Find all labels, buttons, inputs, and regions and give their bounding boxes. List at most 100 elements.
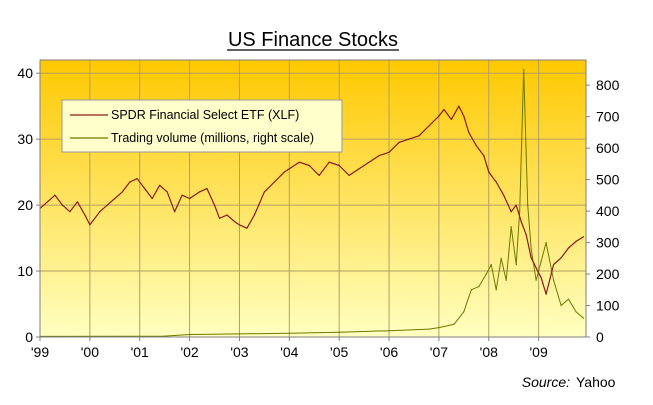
price-point <box>238 224 241 226</box>
price-point <box>458 105 460 107</box>
volume-point <box>463 311 465 313</box>
price-point <box>450 118 452 120</box>
price-point <box>530 257 532 259</box>
volume-point <box>388 330 390 332</box>
x-tick-label: '07 <box>430 344 448 360</box>
price-point <box>520 221 522 223</box>
price-series-layer <box>39 105 585 295</box>
price-point <box>69 211 71 213</box>
price-point <box>378 155 380 157</box>
volume-point <box>527 204 529 206</box>
volume-series-layer <box>39 68 585 337</box>
volume-point <box>338 331 340 333</box>
volume-point <box>545 242 547 244</box>
price-point <box>510 211 512 213</box>
volume-point <box>553 279 555 281</box>
price-point <box>328 161 330 163</box>
price-point <box>318 174 320 176</box>
source-value: Yahoo <box>576 374 616 390</box>
price-point <box>199 191 201 193</box>
volume-point <box>189 333 191 336</box>
price-point <box>540 277 542 279</box>
volume-point <box>428 328 430 330</box>
price-point <box>129 181 131 183</box>
volume-point <box>288 332 290 334</box>
x-tick-label: '03 <box>230 344 248 360</box>
x-tick-label: '01 <box>131 344 149 360</box>
x-tick-label: '99 <box>31 344 49 360</box>
price-point <box>253 214 255 216</box>
price-point <box>535 267 537 269</box>
price-point <box>46 201 49 203</box>
price-point <box>273 181 275 183</box>
price-point <box>468 131 470 134</box>
price-point <box>283 171 285 173</box>
price-point <box>84 214 86 216</box>
y-left-tick-label: 0 <box>25 329 33 345</box>
volume-point <box>164 335 166 337</box>
y-right-tick-label: 300 <box>596 235 620 251</box>
price-point <box>174 211 176 213</box>
price-point <box>263 191 265 193</box>
price-point <box>575 240 577 242</box>
price-point <box>114 197 116 200</box>
volume-point <box>582 317 585 319</box>
volume-point <box>470 289 472 291</box>
y-right-tick-label: 700 <box>596 109 620 125</box>
price-point <box>428 125 430 127</box>
y-left-tick-label: 20 <box>17 197 33 213</box>
volume-point <box>505 279 507 281</box>
volume-point <box>560 304 562 307</box>
price-point <box>525 234 527 236</box>
left-axis: 0 10 20 30 40 <box>17 65 40 345</box>
price-point <box>475 145 477 147</box>
price-point <box>144 188 146 190</box>
price-point <box>298 161 300 163</box>
volume-series-line <box>39 68 584 337</box>
y-left-tick-label: 40 <box>17 65 33 81</box>
y-right-tick-label: 100 <box>596 298 620 314</box>
y-right-tick-label: 500 <box>596 172 620 188</box>
price-point <box>159 184 161 186</box>
chart-title: US Finance Stocks <box>228 29 398 51</box>
price-point <box>288 168 290 170</box>
volume-point <box>519 210 521 212</box>
source-label: Source: <box>522 374 570 390</box>
x-axis: '99 '00 '01 '02 '03 '04 '05 '06 '07 '08 '09 <box>31 337 548 360</box>
price-point <box>567 247 570 249</box>
price-point <box>121 191 123 193</box>
x-tick-label: '02 <box>180 344 198 360</box>
price-point <box>388 151 390 153</box>
price-point <box>348 174 350 176</box>
price-point <box>218 217 221 219</box>
x-tick-label: '08 <box>480 344 498 360</box>
y-right-tick-label: 800 <box>596 77 620 93</box>
volume-point <box>495 289 497 291</box>
price-point <box>76 201 78 203</box>
x-tick-label: '00 <box>81 344 99 360</box>
price-point <box>226 214 228 216</box>
price-point <box>213 204 216 206</box>
volume-point <box>438 327 440 329</box>
y-right-tick-label: 400 <box>596 203 620 219</box>
price-point <box>368 161 370 163</box>
y-right-tick-label: 0 <box>596 329 604 345</box>
price-point <box>358 168 360 170</box>
legend: SPDR Financial Select ETF (XLF) Trading … <box>61 99 343 153</box>
price-point <box>398 141 400 143</box>
legend-label-volume: Trading volume (millions, right scale) <box>111 131 314 145</box>
volume-point <box>490 264 492 266</box>
price-point <box>99 211 101 213</box>
price-point <box>54 194 56 196</box>
price-point <box>408 138 410 140</box>
volume-point <box>478 286 480 288</box>
price-point <box>438 115 440 117</box>
volume-point <box>540 260 542 263</box>
x-tick-label: '04 <box>280 344 298 360</box>
x-tick-label: '09 <box>530 344 548 360</box>
price-point <box>443 108 445 111</box>
y-right-tick-label: 200 <box>596 266 620 282</box>
volume-point <box>567 298 570 300</box>
price-point <box>233 221 236 223</box>
